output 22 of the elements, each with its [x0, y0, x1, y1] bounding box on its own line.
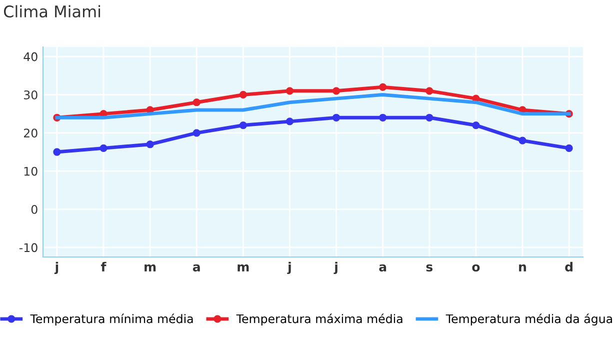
y-tick-label: -10	[19, 243, 38, 252]
chart-title: Clima Miami	[4, 5, 100, 18]
x-tick-label: s	[426, 264, 433, 272]
x-tick-label: m	[144, 264, 156, 272]
y-tick-label: 30	[24, 90, 38, 100]
x-tick-label: n	[519, 264, 526, 272]
legend-label: Temperatura máxima média	[236, 314, 402, 326]
legend-label: Temperatura média da água	[446, 314, 612, 326]
x-tick-label: a	[192, 264, 200, 272]
x-tick-label: a	[379, 264, 386, 272]
legend-label: Temperatura mínima média	[30, 314, 193, 326]
x-tick-label: j	[334, 262, 338, 274]
y-tick-label: 20	[24, 128, 38, 138]
x-tick-label: o	[472, 264, 480, 272]
x-tick-label: j	[54, 262, 58, 274]
y-tick-label: 40	[24, 52, 38, 62]
y-tick-label: 0	[31, 204, 38, 214]
x-tick-label: j	[287, 262, 291, 274]
y-tick-label: 10	[24, 166, 38, 176]
x-tick-label: f	[101, 262, 106, 272]
x-tick-label: m	[238, 264, 249, 272]
x-tick-label: d	[565, 262, 572, 272]
